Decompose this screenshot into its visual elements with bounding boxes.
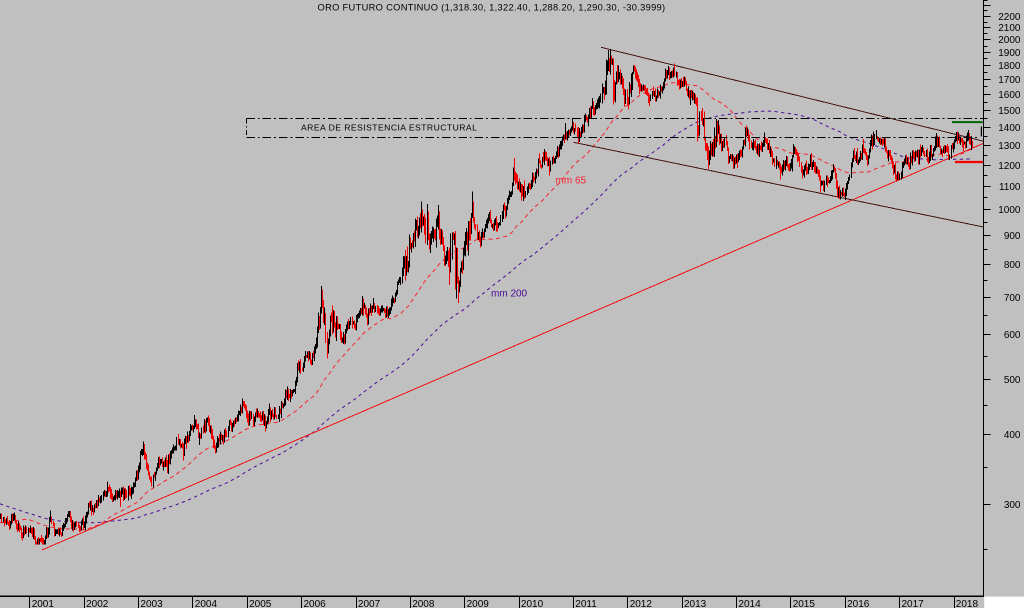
svg-text:2017: 2017 <box>902 599 925 608</box>
svg-text:2012: 2012 <box>630 599 653 608</box>
svg-text:2200: 2200 <box>998 12 1021 23</box>
svg-text:2015: 2015 <box>793 599 816 608</box>
svg-text:2003: 2003 <box>140 599 163 608</box>
svg-text:900: 900 <box>1004 231 1021 242</box>
svg-text:1100: 1100 <box>999 182 1021 193</box>
svg-text:2006: 2006 <box>304 599 327 608</box>
svg-text:700: 700 <box>1004 293 1021 304</box>
svg-text:1400: 1400 <box>998 123 1021 134</box>
svg-text:2000: 2000 <box>998 35 1021 46</box>
svg-text:2016: 2016 <box>847 599 870 608</box>
svg-text:2100: 2100 <box>998 23 1021 34</box>
svg-text:1000: 1000 <box>998 205 1021 216</box>
svg-text:2008: 2008 <box>412 599 435 608</box>
svg-text:800: 800 <box>1004 260 1021 271</box>
svg-text:2018: 2018 <box>956 599 979 608</box>
svg-text:ORO FUTURO CONTINUO (1,318.30,: ORO FUTURO CONTINUO (1,318.30, 1,322.40,… <box>318 2 666 12</box>
svg-text:1700: 1700 <box>998 75 1021 86</box>
svg-text:2001: 2001 <box>32 599 55 608</box>
svg-text:1500: 1500 <box>998 106 1021 117</box>
svg-text:mm 65: mm 65 <box>556 175 587 186</box>
svg-text:mm 200: mm 200 <box>491 288 528 299</box>
svg-text:500: 500 <box>1004 375 1021 386</box>
svg-text:1800: 1800 <box>998 61 1021 72</box>
svg-text:2014: 2014 <box>738 599 761 608</box>
svg-text:400: 400 <box>1004 430 1021 441</box>
svg-text:2013: 2013 <box>684 599 707 608</box>
svg-text:1900: 1900 <box>998 48 1021 59</box>
svg-text:2004: 2004 <box>195 599 218 608</box>
svg-text:AREA DE RESISTENCIA ESTRUCTURA: AREA DE RESISTENCIA ESTRUCTURAL <box>301 123 477 133</box>
svg-text:2002: 2002 <box>86 599 109 608</box>
svg-text:2009: 2009 <box>467 599 490 608</box>
svg-text:1200: 1200 <box>998 161 1021 172</box>
svg-text:2010: 2010 <box>521 599 544 608</box>
svg-text:2007: 2007 <box>358 599 381 608</box>
svg-text:2011: 2011 <box>575 599 597 608</box>
svg-text:300: 300 <box>1004 500 1021 511</box>
svg-text:600: 600 <box>1004 330 1021 341</box>
svg-text:2005: 2005 <box>249 599 272 608</box>
svg-text:1300: 1300 <box>998 141 1021 152</box>
svg-text:1600: 1600 <box>998 90 1021 101</box>
